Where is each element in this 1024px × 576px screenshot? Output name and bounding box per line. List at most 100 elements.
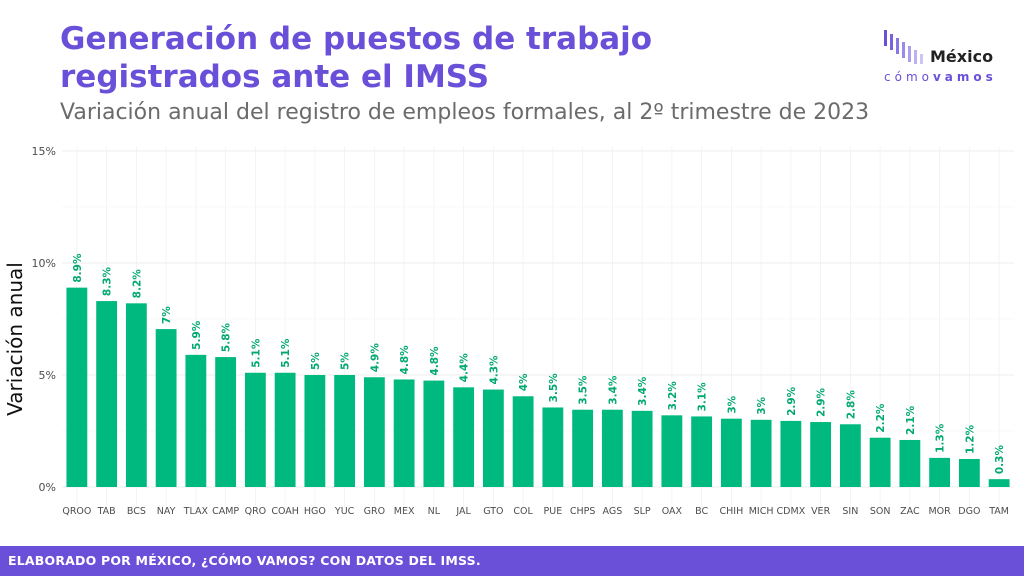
y-axis-label: Variación anual: [3, 262, 27, 416]
data-label: 4.8%: [429, 346, 441, 376]
data-label: 5.1%: [250, 338, 262, 368]
bar-col: [512, 396, 534, 487]
bar-slp: [631, 410, 653, 487]
bar-gto: [482, 389, 504, 487]
data-label: 1.2%: [964, 424, 976, 454]
x-tick-label: PUE: [544, 506, 563, 517]
bar-ver: [810, 422, 832, 487]
bar-mex: [393, 379, 415, 487]
data-label: 5%: [340, 352, 352, 370]
bar-mor: [929, 457, 951, 487]
x-tick-label: YUC: [334, 506, 355, 517]
data-label: 5.8%: [221, 322, 233, 352]
data-label: 3.4%: [637, 376, 649, 406]
bar-chps: [572, 409, 594, 487]
data-label: 5%: [310, 352, 322, 370]
x-tick-label: AGS: [603, 506, 623, 517]
bar-hgo: [304, 375, 326, 487]
data-label: 2.9%: [816, 387, 828, 417]
data-label: 3%: [726, 395, 738, 413]
x-tick-label: MOR: [928, 506, 951, 517]
y-axis: 0% 5% 10% 15%: [32, 145, 56, 494]
y-tick-label: 0%: [39, 481, 56, 494]
logo-bars-icon: [884, 30, 923, 64]
chart-title: Generación de puestos de trabajo registr…: [60, 21, 653, 95]
data-label: 2.9%: [786, 386, 798, 416]
x-tick-label: DGO: [958, 506, 980, 517]
bar-qroo: [66, 287, 88, 487]
data-label: 2.8%: [845, 390, 857, 420]
bar-chart: 0% 5% 10% 15% 8.9% 8.3% 8.2% 7% 5.9% 5.8% 5.1% 5.1…: [3, 145, 1014, 517]
x-tick-label: TAM: [988, 506, 1009, 517]
data-label: 1.3%: [935, 423, 947, 453]
x-tick-label: SON: [870, 506, 891, 517]
footer-source: ELABORADO POR MÉXICO, ¿CÓMO VAMOS? CON D…: [0, 546, 1024, 576]
x-tick-label: VER: [811, 506, 831, 517]
bar-qro: [244, 372, 266, 487]
x-tick-label: ZAC: [900, 506, 920, 517]
x-tick-label: NL: [428, 506, 441, 517]
bar-zac: [899, 439, 921, 487]
data-label: 3.2%: [667, 381, 679, 411]
data-label: 3%: [756, 396, 768, 414]
data-label: 4.3%: [488, 355, 500, 385]
data-label: 4.9%: [369, 343, 381, 373]
y-tick-label: 5%: [39, 369, 56, 382]
x-tick-label: COL: [513, 506, 533, 517]
x-tick-label: TAB: [97, 506, 116, 517]
x-tick-label: BCS: [127, 506, 146, 517]
data-label: 3.4%: [607, 375, 619, 405]
y-tick-label: 15%: [32, 145, 56, 158]
x-tick-label: TLAX: [183, 506, 209, 517]
x-tick-label: BC: [695, 506, 708, 517]
x-tick-label: CDMX: [777, 506, 806, 517]
bar-bcs: [125, 303, 147, 487]
bar-ags: [601, 409, 623, 487]
x-axis: QROO TAB BCS NAY TLAX CAMP QRO COAH HGO YUC GRO MEX…: [62, 506, 1009, 517]
mexico-como-vamos-logo: México cómovamos: [882, 26, 1008, 86]
bar-chih: [720, 418, 742, 487]
bar-tab: [96, 301, 118, 487]
y-tick-label: 10%: [32, 257, 56, 270]
bar-coah: [274, 372, 296, 487]
x-tick-label: QRO: [245, 506, 267, 517]
bar-jal: [453, 387, 475, 487]
x-tick-label: MEX: [394, 506, 415, 517]
bar-tam: [988, 479, 1010, 487]
bar-sin: [839, 424, 861, 487]
bars-layer: [66, 287, 1010, 487]
x-tick-label: JAL: [455, 506, 471, 517]
data-label: 4%: [518, 373, 530, 391]
x-tick-label: COAH: [271, 506, 299, 517]
data-label: 5.9%: [191, 320, 203, 350]
bar-cdmx: [780, 420, 802, 487]
data-labels-layer: 8.9% 8.3% 8.2% 7% 5.9% 5.8% 5.1% 5.1% 5% 5% 4.9% 4.…: [72, 253, 1006, 474]
x-tick-label: GTO: [483, 506, 503, 517]
bar-oax: [661, 415, 683, 487]
x-tick-label: QROO: [62, 506, 91, 517]
x-tick-label: SLP: [634, 506, 651, 517]
x-tick-label: HGO: [304, 506, 326, 517]
bar-son: [869, 437, 891, 487]
x-tick-label: NAY: [157, 506, 176, 517]
bar-tlax: [185, 354, 207, 487]
logo-top-text: México: [930, 47, 994, 66]
data-label: 5.1%: [280, 338, 292, 368]
bar-nl: [423, 380, 445, 487]
data-label: 3.5%: [578, 375, 590, 405]
data-label: 2.2%: [875, 403, 887, 433]
bar-nay: [155, 329, 177, 487]
bar-yuc: [334, 375, 356, 487]
bar-bc: [691, 416, 713, 487]
data-label: 3.5%: [548, 373, 560, 403]
data-label: 8.3%: [102, 266, 114, 296]
data-label: 3.1%: [697, 382, 709, 412]
data-label: 4.4%: [459, 353, 471, 383]
bar-gro: [363, 377, 385, 487]
data-label: 8.9%: [72, 253, 84, 283]
data-label: 4.8%: [399, 345, 411, 375]
logo-bottom-text: cómovamos: [884, 70, 997, 84]
x-tick-label: GRO: [364, 506, 385, 517]
x-tick-label: OAX: [662, 506, 683, 517]
data-label: 0.3%: [994, 445, 1006, 475]
